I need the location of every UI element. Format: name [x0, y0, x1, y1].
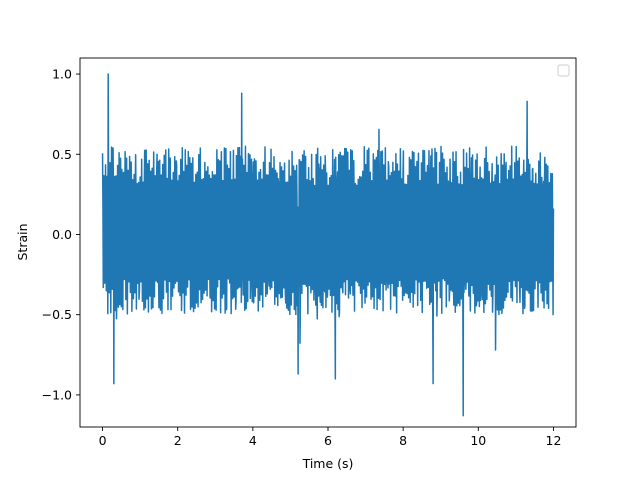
x-tick-label: 6: [324, 433, 332, 448]
x-axis-label: Time (s): [302, 456, 354, 471]
y-tick-label: −1.0: [42, 387, 72, 402]
x-tick-label: 8: [399, 433, 407, 448]
legend-box: [557, 64, 570, 77]
x-tick-label: 12: [546, 433, 562, 448]
strain-series-line: [101, 73, 555, 417]
x-tick-label: 10: [470, 433, 486, 448]
y-tick-label: 0.0: [52, 227, 72, 242]
x-tick-label: 4: [249, 433, 257, 448]
series-layer: [101, 73, 555, 417]
y-tick-label: −0.5: [42, 307, 72, 322]
x-tick-label: 2: [174, 433, 182, 448]
y-tick-label: 0.5: [52, 147, 72, 162]
x-axis-ticks: 0 2 4 6 8 10 12: [99, 427, 562, 448]
x-tick-label: 0: [99, 433, 107, 448]
y-axis-ticks: −1.0 −0.5 0.0 0.5 1.0: [42, 67, 80, 402]
y-tick-label: 1.0: [52, 67, 72, 82]
y-axis-label: Strain: [15, 223, 30, 260]
